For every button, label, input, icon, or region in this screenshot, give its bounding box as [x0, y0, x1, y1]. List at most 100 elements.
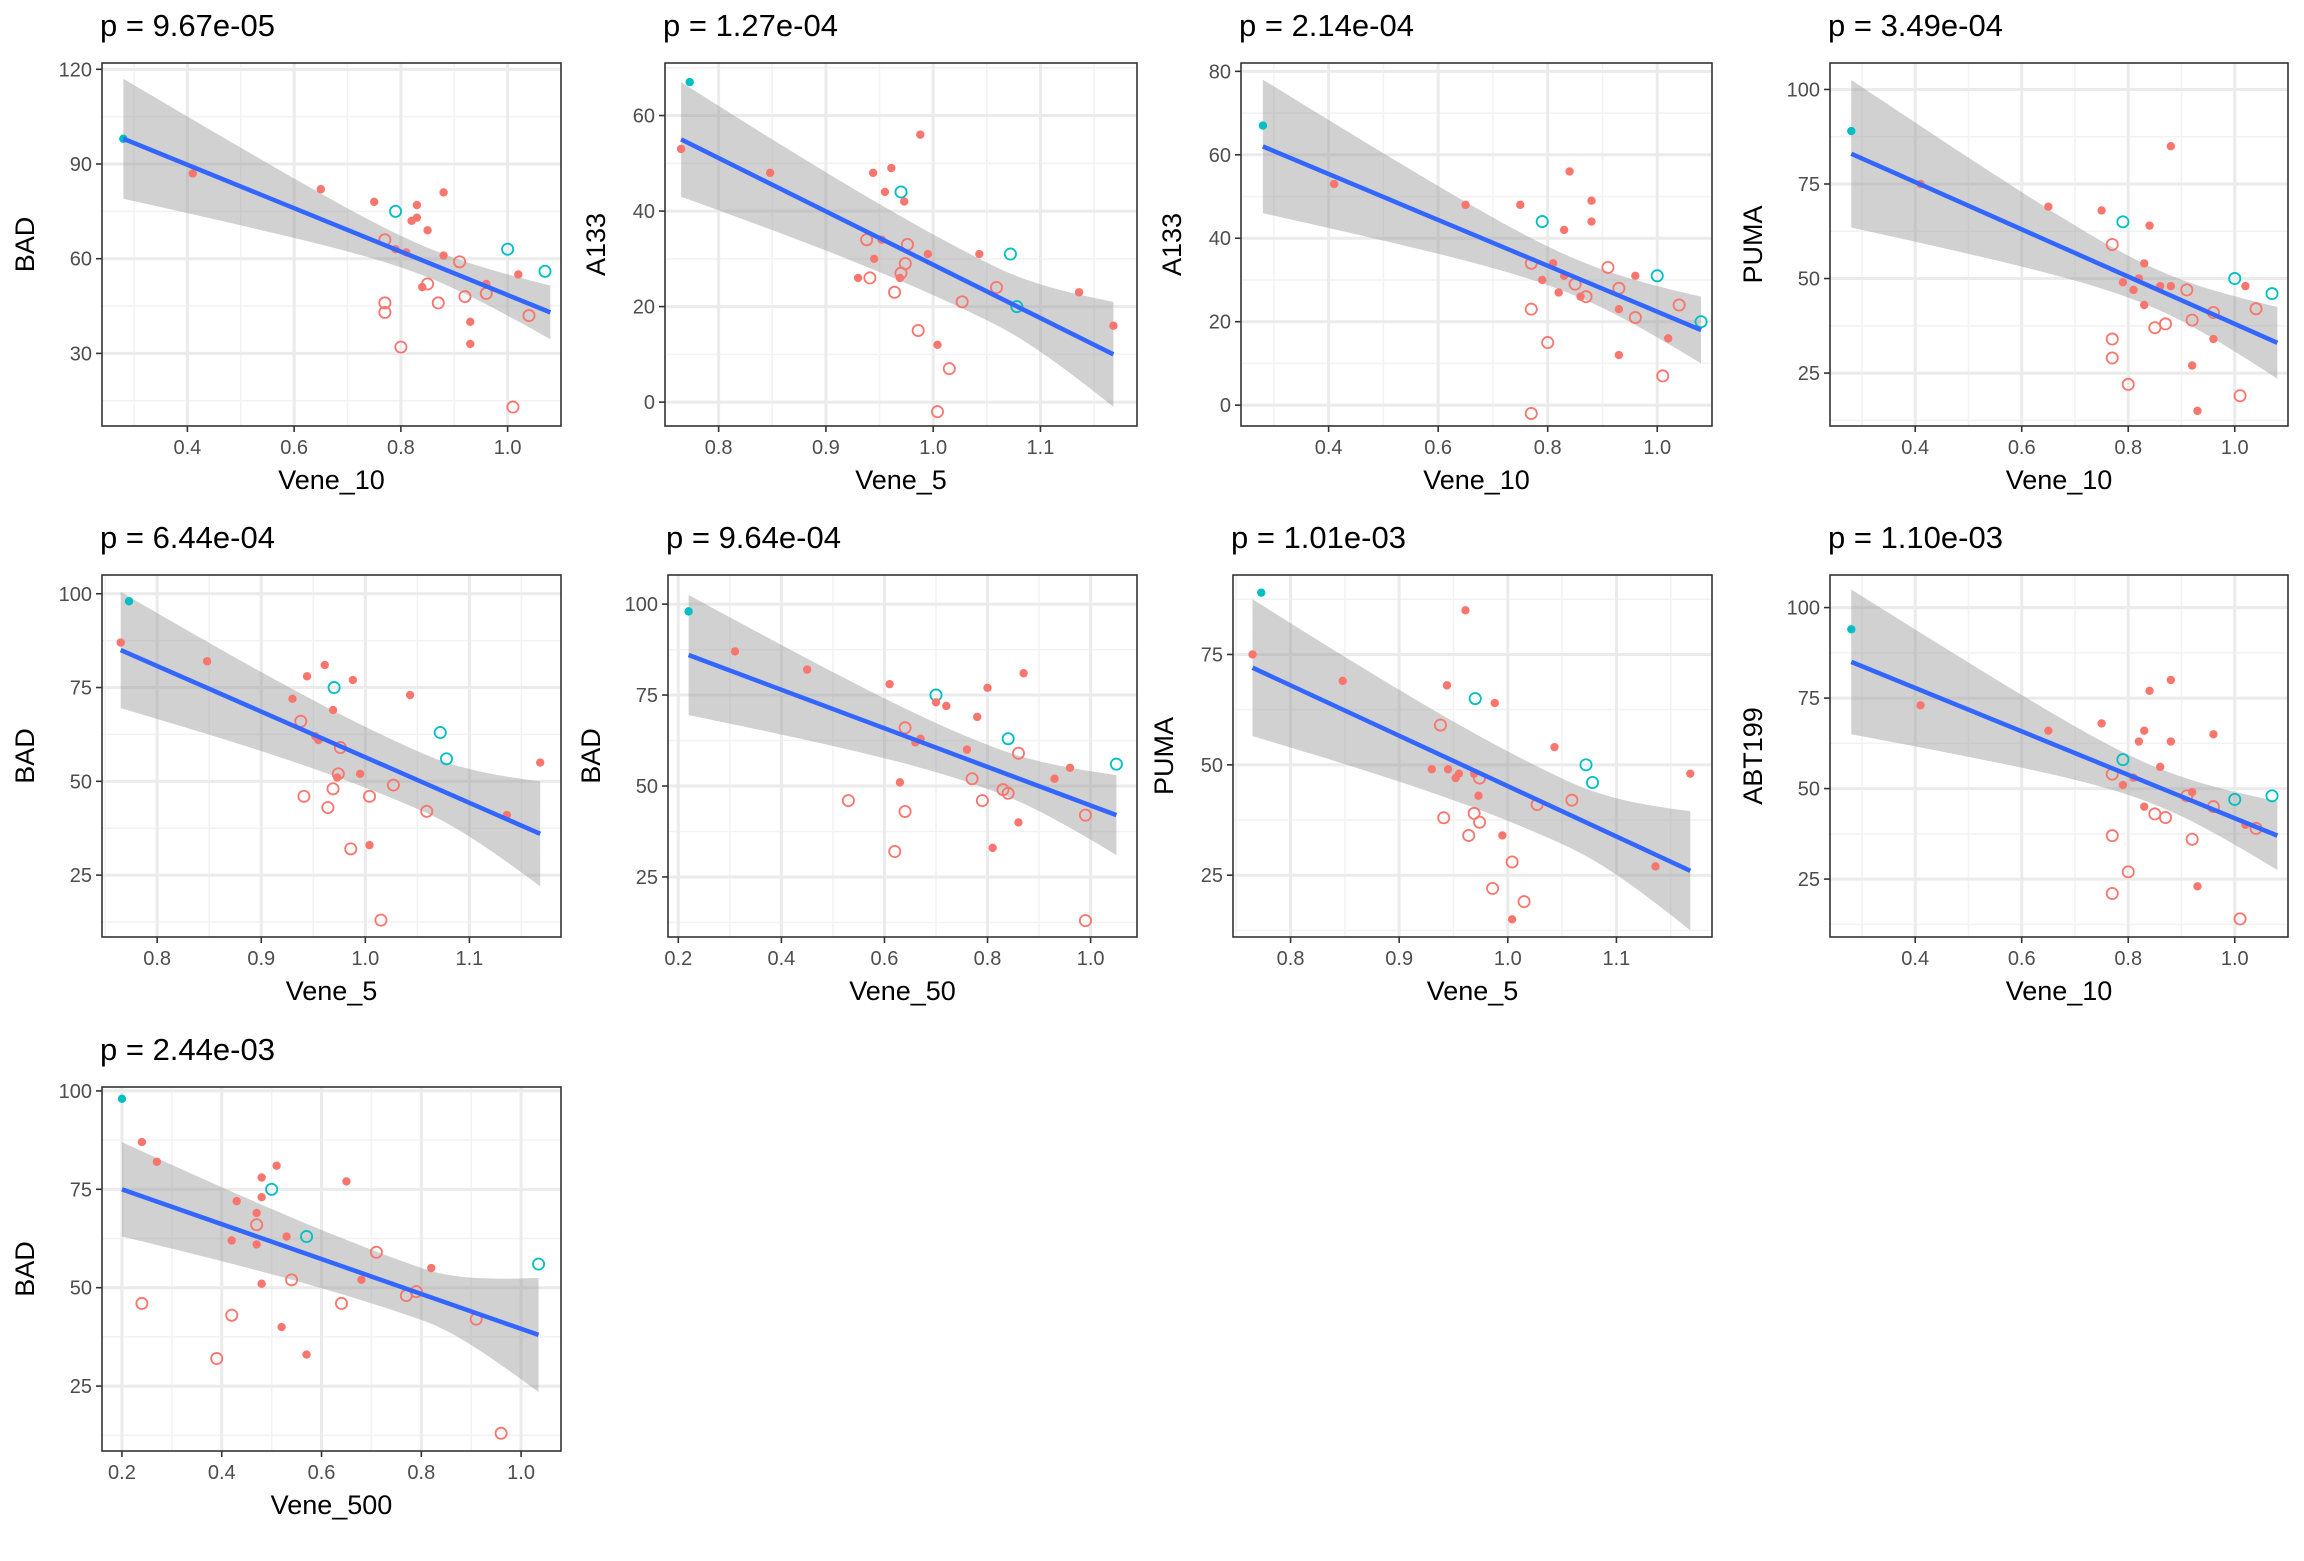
data-point-filled	[676, 144, 686, 154]
x-tick-label: 0.4	[767, 948, 795, 970]
data-point-open	[2105, 829, 2119, 843]
data-point-filled	[1019, 669, 1028, 678]
data-point-filled	[765, 168, 775, 178]
data-point-open	[1672, 298, 1686, 312]
data-point-filled	[895, 778, 905, 787]
x-axis-title: Vene_10	[1423, 465, 1530, 495]
data-point-open	[1565, 793, 1579, 807]
confidence-band	[123, 78, 551, 340]
data-point-filled	[2241, 281, 2250, 291]
data-point-filled	[412, 200, 422, 210]
x-tick-label: 0.6	[2008, 437, 2036, 459]
data-point-open	[421, 277, 435, 291]
panel-title: p = 1.10e-03	[1828, 520, 2003, 555]
y-axis-title: BAD	[10, 217, 40, 273]
plot-background	[102, 575, 561, 937]
data-point-open	[2265, 789, 2279, 803]
panel-border	[1829, 574, 2289, 938]
data-point-open	[297, 789, 311, 803]
data-point-filled	[1427, 765, 1436, 774]
regression-line	[1850, 151, 2279, 345]
panel-title: p = 1.01e-03	[1231, 520, 1406, 555]
data-point-filled	[257, 1279, 266, 1288]
y-axis-title: A133	[581, 213, 611, 276]
data-point-filled	[2118, 278, 2128, 287]
data-point-open	[2180, 283, 2194, 297]
data-point-filled	[1074, 288, 1084, 297]
data-point-open	[2148, 321, 2162, 335]
y-axis-title: BAD	[10, 728, 40, 784]
panel-title: p = 9.67e-05	[100, 8, 275, 43]
y-tick-label: 50	[636, 776, 658, 798]
data-point-open	[1586, 775, 1600, 789]
data-point-filled	[923, 249, 933, 259]
panel-border	[101, 62, 562, 427]
x-tick-label: 0.8	[1534, 437, 1562, 459]
y-tick-label: 40	[633, 201, 655, 223]
data-point-open	[389, 204, 403, 218]
regression-line	[1262, 144, 1702, 333]
x-tick-label: 0.8	[143, 948, 171, 970]
data-point-open	[1524, 406, 1538, 420]
x-axis-title: Vene_5	[855, 465, 947, 495]
data-point-filled	[2134, 737, 2144, 746]
data-point-filled	[887, 163, 896, 173]
gridlines	[102, 1087, 561, 1451]
data-point-open	[2121, 865, 2135, 879]
data-point-filled	[1454, 769, 1464, 778]
x-tick-label: 0.8	[705, 437, 733, 459]
points	[1248, 588, 1695, 924]
data-point-open	[2233, 389, 2247, 403]
data-point-filled	[320, 660, 329, 670]
data-point-open	[2105, 887, 2119, 901]
data-point-open	[433, 726, 447, 740]
regression-line	[687, 652, 1118, 818]
data-point-filled	[1663, 334, 1673, 343]
x-tick-label: 0.6	[280, 437, 308, 459]
data-point-filled	[2166, 737, 2176, 746]
data-point-filled	[1550, 742, 1559, 752]
data-point-open	[1011, 746, 1025, 760]
data-point-filled	[282, 1232, 291, 1241]
y-tick-label: 100	[59, 1081, 92, 1103]
data-point-filled	[328, 705, 338, 715]
data-point-open	[2249, 302, 2263, 316]
data-point-filled	[1559, 225, 1569, 235]
plot-background	[102, 63, 561, 426]
data-point-filled	[2044, 202, 2053, 211]
points	[676, 77, 1118, 419]
data-point-filled	[1916, 701, 1925, 710]
data-point-open	[369, 1245, 383, 1259]
data-point-filled	[1614, 304, 1624, 314]
data-point-filled	[895, 273, 905, 283]
data-point-filled	[439, 251, 448, 260]
data-point-filled	[1538, 275, 1547, 285]
data-point-open	[378, 305, 392, 319]
scatter-plot: 0.4 0.6 0.8 1.0 25 50 75 100 Vene_10 ABT199	[1738, 574, 2289, 1006]
scatter-plot: 0.8 0.9 1.0 1.1 25 50 75 Vene_5 PUMA	[1149, 574, 1713, 1006]
panel-title: p = 1.27e-04	[663, 8, 838, 43]
x-tick-label: 0.8	[2114, 948, 2142, 970]
data-point-filled	[942, 701, 951, 711]
confidence-band	[1262, 79, 1702, 364]
data-point-open	[321, 801, 335, 815]
data-point-filled	[1587, 217, 1596, 226]
points	[1258, 121, 1708, 420]
x-tick-label: 0.8	[2114, 437, 2142, 459]
x-axis-title: Vene_10	[2006, 465, 2113, 495]
y-tick-label: 50	[70, 1278, 92, 1300]
data-point-filled	[439, 188, 448, 197]
data-point-filled	[2166, 281, 2176, 291]
scatter-plot: 0.4 0.6 0.8 1.0 25 50 75 100 Vene_10 PUMA	[1738, 62, 2289, 495]
data-point-filled	[900, 197, 909, 206]
data-point-open	[420, 804, 434, 818]
data-point-filled	[2145, 221, 2154, 230]
data-point-filled	[2044, 726, 2053, 735]
data-point-filled	[1257, 588, 1266, 597]
data-point-open	[1628, 311, 1642, 325]
regression-line	[121, 1187, 540, 1338]
data-point-filled	[288, 694, 297, 703]
x-tick-label: 0.2	[108, 1462, 136, 1484]
data-point-open	[344, 842, 358, 856]
y-tick-label: 75	[1798, 688, 1820, 710]
